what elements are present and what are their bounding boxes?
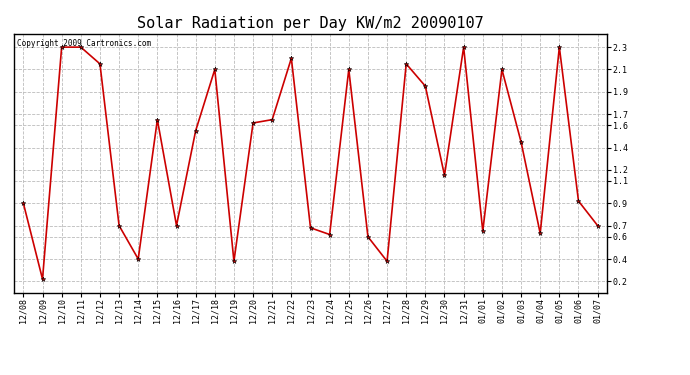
Title: Solar Radiation per Day KW/m2 20090107: Solar Radiation per Day KW/m2 20090107: [137, 16, 484, 31]
Text: Copyright 2009 Cartronics.com: Copyright 2009 Cartronics.com: [17, 39, 151, 48]
